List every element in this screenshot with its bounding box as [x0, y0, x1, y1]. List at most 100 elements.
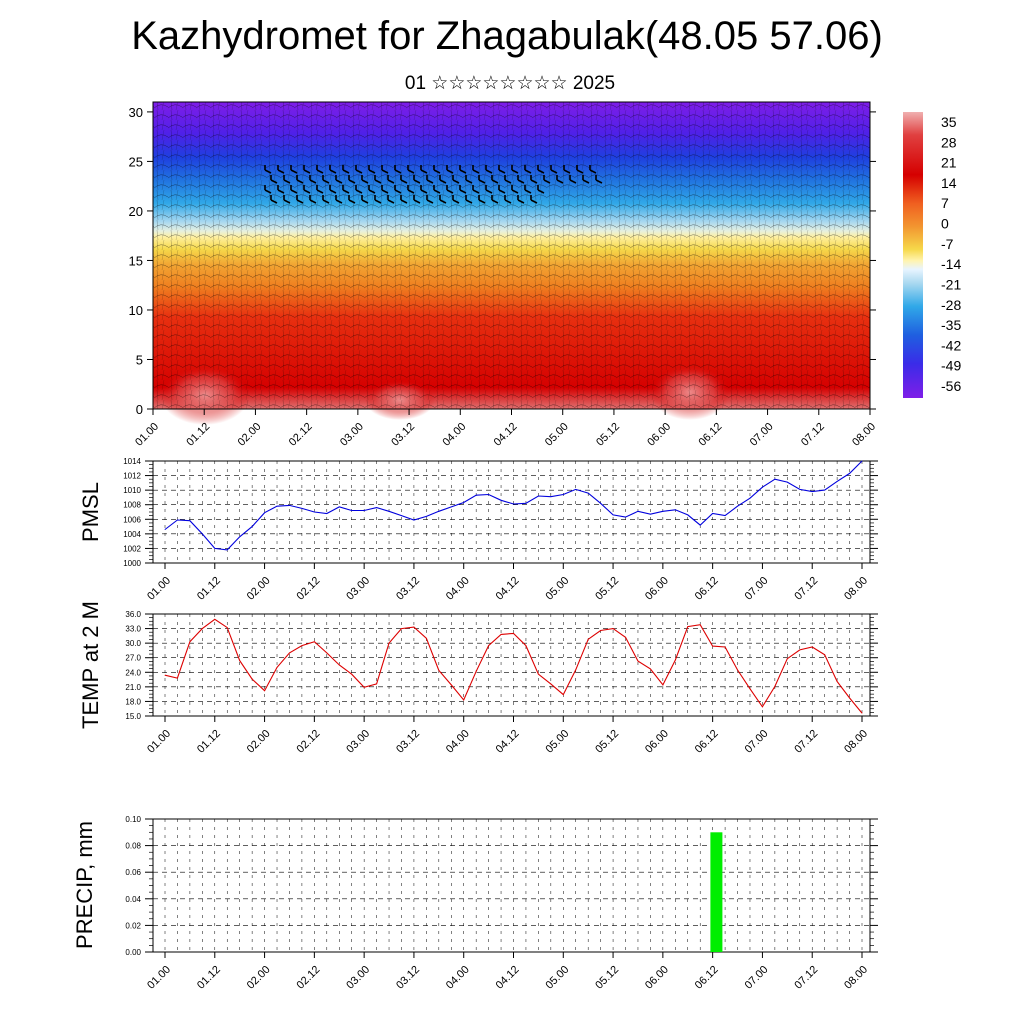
wind-barb	[303, 165, 311, 174]
y-tick-label: 24.0	[125, 668, 141, 677]
pmsl-point	[724, 515, 726, 516]
wind-barb	[498, 165, 506, 174]
pmsl-point	[637, 510, 639, 512]
pmsl-point	[251, 526, 253, 527]
pmsl-point	[164, 529, 166, 530]
x-tick-label: 03.00	[344, 964, 372, 992]
x-tick-label: 06.12	[697, 421, 725, 449]
wind-barb	[511, 185, 519, 194]
y-tick-label: 27.0	[125, 654, 141, 663]
y-tick-label: 30.0	[125, 639, 141, 648]
pmsl-point	[849, 473, 850, 474]
x-tick-label: 06.00	[643, 575, 671, 603]
wind-barb	[322, 195, 330, 204]
temp-point	[662, 684, 664, 686]
x-tick-label: 03.00	[344, 575, 372, 603]
temp-point	[426, 637, 427, 639]
pmsl-point	[488, 494, 489, 495]
temp-point	[699, 624, 701, 626]
wind-barb	[446, 185, 454, 194]
wind-barb	[374, 195, 382, 204]
wind-barb	[491, 175, 499, 184]
x-tick-label: 07.12	[792, 728, 820, 756]
wind-barb	[303, 185, 311, 194]
wind-barb	[277, 165, 285, 174]
pmsl-point	[326, 513, 328, 514]
x-tick-label: 01.12	[195, 964, 223, 992]
wind-barb	[283, 195, 291, 204]
wind-barb	[472, 165, 480, 174]
wind-barb	[543, 175, 551, 184]
y-tick-label: 1010	[123, 486, 141, 495]
x-tick-label: 01.00	[145, 964, 173, 992]
chart-subtitle: 01 ☆☆☆☆☆☆☆☆ 2025	[404, 73, 616, 94]
temp-point	[811, 646, 813, 648]
pmsl-point	[351, 510, 353, 511]
wind-barb	[394, 185, 402, 194]
wind-barb	[465, 175, 473, 184]
wind-barb	[355, 185, 363, 194]
temp-point	[724, 646, 726, 648]
wind-barb	[550, 165, 558, 174]
colorbar-label: -56	[941, 378, 961, 394]
y-tick-label: 18.0	[125, 697, 141, 706]
y-tick-label: 1012	[123, 472, 141, 481]
temp-point	[351, 673, 353, 675]
wind-barb	[394, 165, 402, 174]
colorbar-label: -49	[941, 358, 961, 374]
temp-point	[575, 669, 577, 671]
pmsl-point	[674, 509, 676, 511]
temp-point	[413, 626, 415, 628]
x-tick-label: 07.12	[792, 575, 820, 603]
temp-point	[326, 652, 328, 654]
y-tick-label: 10	[129, 303, 143, 318]
pmsl-point	[625, 516, 626, 518]
colorbar-label: -7	[941, 236, 954, 252]
y-tick-label: 0.04	[125, 895, 141, 904]
x-tick-label: 02.00	[245, 575, 273, 603]
y-tick-label: 0.00	[125, 948, 141, 957]
x-tick-label: 05.12	[593, 964, 621, 992]
wind-barb	[296, 195, 304, 204]
temp-point	[513, 633, 514, 634]
wind-barb	[504, 195, 512, 204]
pmsl-point	[500, 499, 502, 501]
wind-barb	[439, 195, 447, 204]
x-tick-label: 02.12	[287, 421, 315, 449]
x-tick-label: 06.12	[693, 575, 721, 603]
temp-point	[450, 684, 452, 686]
wind-barb	[576, 165, 584, 174]
temp-point	[587, 638, 589, 640]
y-axis-label: TEMP at 2 M	[78, 601, 103, 729]
colorbar-label: -28	[941, 297, 961, 313]
x-tick-label: 04.00	[444, 964, 472, 992]
temp-point	[625, 636, 626, 638]
x-tick-label: 03.12	[394, 575, 422, 603]
temp-point	[189, 641, 191, 643]
x-tick-label: 06.00	[645, 421, 673, 449]
temp-point	[214, 618, 216, 620]
x-tick-label: 02.00	[245, 728, 273, 756]
pmsl-point	[301, 508, 303, 509]
temp-point	[674, 659, 676, 661]
pmsl-point	[737, 505, 738, 507]
wind-barb	[569, 175, 577, 184]
pmsl-point	[289, 505, 290, 506]
y-tick-label: 1002	[123, 544, 141, 553]
pmsl-point	[450, 506, 452, 508]
wind-barb	[277, 185, 285, 194]
x-tick-label: 03.12	[394, 728, 422, 756]
colorbar-label: 0	[941, 216, 949, 232]
colorbar-label: 21	[941, 155, 957, 171]
wind-barb	[296, 175, 304, 184]
temp-point	[612, 628, 614, 629]
precip-bar	[710, 832, 723, 952]
wind-barb	[329, 165, 337, 174]
wind-barb	[342, 185, 350, 194]
x-tick-label: 03.12	[389, 421, 417, 449]
temp-point	[550, 683, 552, 685]
pmsl-point	[426, 516, 427, 517]
x-tick-label: 08.00	[842, 964, 870, 992]
x-tick-label: 05.12	[593, 728, 621, 756]
pmsl-point	[264, 512, 265, 514]
